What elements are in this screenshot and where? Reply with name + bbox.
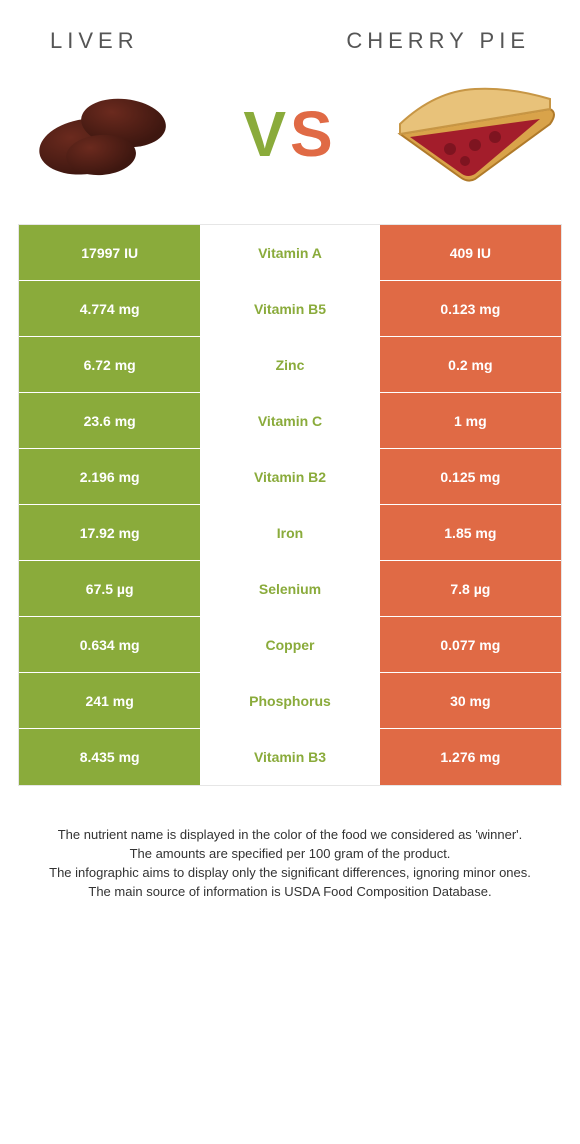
nutrient-name-cell: Iron bbox=[200, 505, 379, 560]
right-value-cell: 409 IU bbox=[380, 225, 561, 280]
right-value-cell: 1 mg bbox=[380, 393, 561, 448]
table-row: 2.196 mgVitamin B20.125 mg bbox=[19, 449, 561, 505]
table-row: 23.6 mgVitamin C1 mg bbox=[19, 393, 561, 449]
table-row: 4.774 mgVitamin B50.123 mg bbox=[19, 281, 561, 337]
right-value-cell: 0.077 mg bbox=[380, 617, 561, 672]
left-value-cell: 0.634 mg bbox=[19, 617, 200, 672]
nutrient-name-cell: Selenium bbox=[200, 561, 379, 616]
images-row: VS bbox=[0, 64, 580, 224]
left-value-cell: 17.92 mg bbox=[19, 505, 200, 560]
cherry-pie-image bbox=[387, 74, 562, 194]
footer-line: The amounts are specified per 100 gram o… bbox=[30, 845, 550, 864]
table-row: 8.435 mgVitamin B31.276 mg bbox=[19, 729, 561, 785]
table-row: 241 mgPhosphorus30 mg bbox=[19, 673, 561, 729]
cherry-pie-icon bbox=[390, 79, 560, 189]
left-value-cell: 23.6 mg bbox=[19, 393, 200, 448]
liver-icon bbox=[31, 89, 181, 179]
nutrient-name-cell: Vitamin A bbox=[200, 225, 379, 280]
right-value-cell: 0.2 mg bbox=[380, 337, 561, 392]
nutrient-name-cell: Phosphorus bbox=[200, 673, 379, 728]
left-value-cell: 241 mg bbox=[19, 673, 200, 728]
nutrient-name-cell: Vitamin C bbox=[200, 393, 379, 448]
liver-image bbox=[18, 74, 193, 194]
footer-line: The nutrient name is displayed in the co… bbox=[30, 826, 550, 845]
right-food-title: Cherry Pie bbox=[346, 28, 530, 54]
left-value-cell: 8.435 mg bbox=[19, 729, 200, 785]
vs-label: VS bbox=[243, 97, 336, 171]
right-value-cell: 0.123 mg bbox=[380, 281, 561, 336]
table-row: 6.72 mgZinc0.2 mg bbox=[19, 337, 561, 393]
table-row: 0.634 mgCopper0.077 mg bbox=[19, 617, 561, 673]
footer-line: The infographic aims to display only the… bbox=[30, 864, 550, 883]
left-value-cell: 17997 IU bbox=[19, 225, 200, 280]
nutrient-name-cell: Vitamin B3 bbox=[200, 729, 379, 785]
right-value-cell: 0.125 mg bbox=[380, 449, 561, 504]
header: Liver Cherry Pie bbox=[0, 0, 580, 64]
nutrient-name-cell: Zinc bbox=[200, 337, 379, 392]
vs-s: S bbox=[290, 98, 337, 170]
right-value-cell: 1.85 mg bbox=[380, 505, 561, 560]
nutrient-name-cell: Vitamin B2 bbox=[200, 449, 379, 504]
right-value-cell: 30 mg bbox=[380, 673, 561, 728]
footer-notes: The nutrient name is displayed in the co… bbox=[0, 826, 580, 901]
right-value-cell: 1.276 mg bbox=[380, 729, 561, 785]
table-row: 17997 IUVitamin A409 IU bbox=[19, 225, 561, 281]
left-value-cell: 2.196 mg bbox=[19, 449, 200, 504]
nutrient-table: 17997 IUVitamin A409 IU4.774 mgVitamin B… bbox=[18, 224, 562, 786]
left-value-cell: 6.72 mg bbox=[19, 337, 200, 392]
left-value-cell: 67.5 µg bbox=[19, 561, 200, 616]
left-value-cell: 4.774 mg bbox=[19, 281, 200, 336]
nutrient-name-cell: Vitamin B5 bbox=[200, 281, 379, 336]
vs-v: V bbox=[243, 98, 290, 170]
table-row: 67.5 µgSelenium7.8 µg bbox=[19, 561, 561, 617]
right-value-cell: 7.8 µg bbox=[380, 561, 561, 616]
footer-line: The main source of information is USDA F… bbox=[30, 883, 550, 902]
nutrient-name-cell: Copper bbox=[200, 617, 379, 672]
table-row: 17.92 mgIron1.85 mg bbox=[19, 505, 561, 561]
left-food-title: Liver bbox=[50, 28, 139, 54]
